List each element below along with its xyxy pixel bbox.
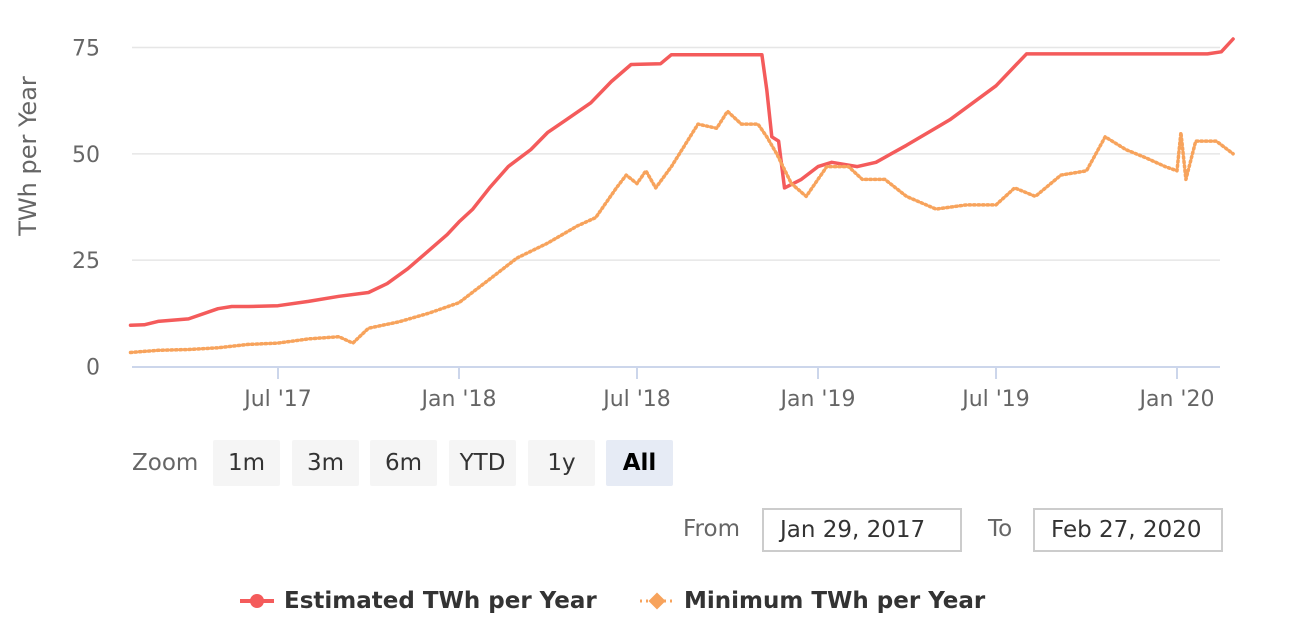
to-date-input[interactable]: Feb 27, 2020 bbox=[1033, 508, 1223, 552]
zoom-button-all[interactable]: All bbox=[606, 440, 673, 486]
zoom-button-ytd[interactable]: YTD bbox=[449, 440, 516, 486]
legend-label-estimated: Estimated TWh per Year bbox=[284, 588, 597, 614]
series-line-minimum bbox=[128, 109, 1235, 355]
y-tick-label: 0 bbox=[86, 356, 100, 381]
legend-item-minimum[interactable]: Minimum TWh per Year bbox=[640, 588, 985, 614]
x-tick-label: Jul '18 bbox=[601, 387, 671, 412]
x-tick-label: Jan '20 bbox=[1138, 387, 1215, 412]
series-group bbox=[128, 37, 1235, 355]
from-label: From bbox=[683, 516, 740, 542]
y-tick-label: 75 bbox=[72, 37, 100, 62]
x-tick-label: Jan '19 bbox=[779, 387, 856, 412]
from-date-input[interactable]: Jan 29, 2017 bbox=[762, 508, 962, 552]
legend-item-estimated[interactable]: Estimated TWh per Year bbox=[240, 588, 597, 614]
y-axis-title: TWh per Year bbox=[14, 76, 42, 237]
x-axis: Jul '17 Jan '18 Jul '18 Jan '19 Jul '19 Jan '… bbox=[132, 366, 1220, 412]
zoom-button-1y[interactable]: 1y bbox=[528, 440, 595, 486]
zoom-button-3m[interactable]: 3m bbox=[292, 440, 359, 486]
y-tick-label: 50 bbox=[72, 143, 100, 168]
zoom-label: Zoom bbox=[132, 450, 199, 476]
zoom-button-6m[interactable]: 6m bbox=[370, 440, 437, 486]
zoom-button-1m[interactable]: 1m bbox=[213, 440, 280, 486]
x-tick-label: Jul '17 bbox=[242, 387, 312, 412]
y-tick-label: 25 bbox=[72, 249, 100, 274]
legend-marker-estimated bbox=[240, 594, 274, 608]
y-axis: 0 25 50 75 bbox=[72, 37, 100, 381]
legend-label-minimum: Minimum TWh per Year bbox=[684, 588, 986, 614]
x-tick-label: Jul '19 bbox=[960, 387, 1030, 412]
x-tick-label: Jan '18 bbox=[420, 387, 497, 412]
grid bbox=[132, 46, 1220, 261]
to-label: To bbox=[988, 516, 1013, 542]
legend-marker-minimum bbox=[640, 592, 674, 610]
series-line-estimated bbox=[128, 37, 1235, 327]
